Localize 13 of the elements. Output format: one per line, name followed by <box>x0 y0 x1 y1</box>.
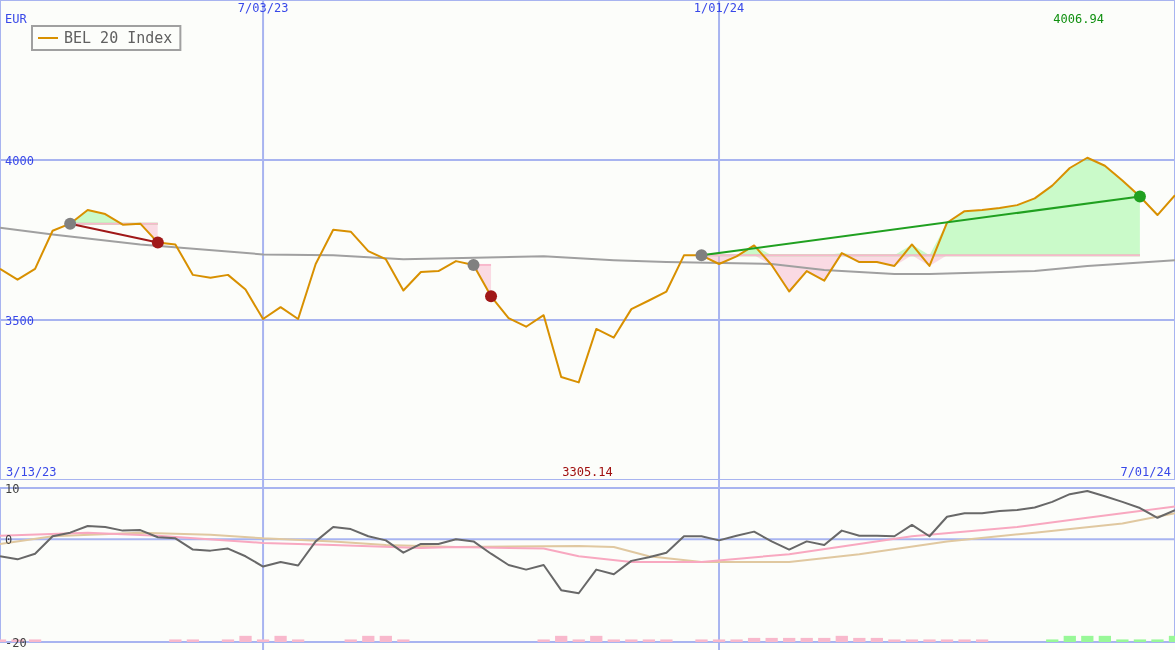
y-tick-label: 10 <box>5 481 20 496</box>
y-tick-label: 4000 <box>5 153 34 168</box>
annotation: 4006.94 <box>1053 12 1104 27</box>
annotation: 3/13/23 <box>6 465 57 480</box>
y-tick-label: 0 <box>5 532 13 547</box>
annotation: 3305.14 <box>562 465 613 480</box>
y-axis-title: EUR <box>5 12 28 27</box>
x-tick-label: 7/03/23 <box>237 1 289 16</box>
x-tick-label: 1/01/24 <box>693 1 745 16</box>
legend-label: BEL 20 Index <box>64 28 173 47</box>
y-tick-label: 3500 <box>5 313 34 328</box>
y-tick-label: -20 <box>5 635 27 650</box>
annotation: 7/01/24 <box>1120 465 1171 480</box>
